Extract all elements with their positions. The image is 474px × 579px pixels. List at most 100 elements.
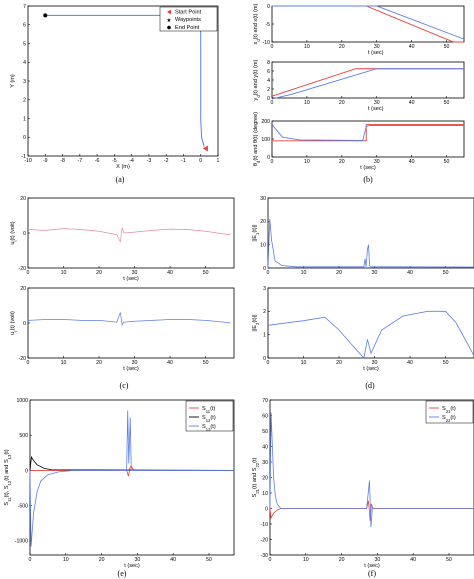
plot-frame: [27, 197, 235, 269]
x-tick-label: 10: [301, 360, 307, 366]
x-tick-label: -10: [24, 158, 32, 164]
y-tick-label: 1: [23, 116, 26, 122]
y-axis-label: ||E1(t)||: [252, 224, 260, 241]
x-tick-label: 50: [444, 159, 450, 165]
y-tick-label: 60: [262, 413, 268, 419]
y-tick-label: 5: [23, 41, 26, 47]
x-tick-label: 40: [409, 100, 415, 106]
x-tick-label: -6: [95, 158, 100, 164]
plot-e: 0 10 20 30 40 50 -1000 -500 0 500 1000 t (sec) S11(t…: [4, 398, 235, 569]
y-axis-label: ur(t) (volt): [10, 311, 18, 335]
y-tick-label: -30: [261, 553, 269, 559]
y-tick-label: -500: [18, 503, 28, 509]
x-tick-label: 30: [374, 557, 380, 563]
x-tick-label: 0: [267, 270, 270, 276]
legend-label: Start Point: [175, 10, 202, 16]
y-tick-label: -20: [19, 266, 27, 272]
plot-b3: 0 10 20 30 40 50 0 100 200 t (sec) θd(t) and θ(t) …: [253, 112, 465, 171]
y-tick-label: -5: [265, 22, 270, 28]
x-tick-label: 10: [301, 270, 307, 276]
legend-label: S21(t): [442, 406, 456, 414]
y-tick-label: 200: [261, 119, 270, 125]
x-tick-label: 50: [206, 557, 212, 563]
x-tick-label: 0: [271, 44, 274, 50]
plot-f: 0 10 20 30 40 50 -30 -20 -10 0 10 20 30 40 50 60 70 t (se…: [252, 398, 474, 569]
plot-frame: [267, 287, 474, 359]
y-tick-label: 10: [260, 242, 266, 248]
x-tick-label: 40: [167, 270, 173, 276]
y-tick-label: 0: [23, 231, 26, 237]
x-tick-label: 50: [444, 100, 450, 106]
y-axis-label: xd(t) and x(t) (m): [253, 3, 261, 44]
x-tick-label: 50: [203, 270, 209, 276]
trajectory-line: [45, 14, 205, 147]
y-tick-label: 500: [19, 433, 28, 439]
y-tick-label: 20: [260, 219, 266, 225]
x-tick-label: 30: [374, 100, 380, 106]
x-tick-label: 50: [443, 270, 449, 276]
y-tick-label: 6: [267, 69, 270, 75]
y-axis-label: ul(t) (volt): [10, 221, 18, 244]
x-tick-label: 10: [63, 557, 69, 563]
x-tick-label: 20: [339, 557, 345, 563]
x-tick-label: -4: [129, 158, 134, 164]
x-tick-label: 40: [407, 270, 413, 276]
x-tick-label: 40: [407, 360, 413, 366]
legend-waypoint-icon: ★: [166, 17, 171, 24]
y-tick-label: 100: [261, 137, 270, 143]
y-tick-label: 20: [20, 196, 26, 202]
x-tick-label: 30: [374, 159, 380, 165]
x-tick-label: 40: [170, 557, 176, 563]
x-tick-label: 30: [374, 44, 380, 50]
plot-b2: 0 10 20 30 40 50 0 2 4 6 8 yd(t) and y(t) (m) t (sec…: [253, 59, 465, 112]
x-tick-label: 30: [132, 270, 138, 276]
y-tick-label: 0: [267, 96, 270, 102]
y-tick-label: 1000: [16, 398, 28, 404]
y-tick-label: 8: [267, 60, 270, 66]
x-tick-label: -9: [43, 158, 48, 164]
plot-d1: 0 10 20 30 40 50 0 10 20 30 ||E1(t)||: [252, 196, 474, 276]
caption-a: (a): [116, 175, 125, 184]
plot-frame: [267, 197, 474, 269]
y-tick-label: 50: [262, 429, 268, 435]
x-tick-label: 40: [167, 360, 173, 366]
legend-label: Waypoints: [175, 17, 201, 23]
legend-end-icon: [167, 25, 171, 30]
x-tick-label: 0: [199, 158, 202, 164]
x-tick-label: 0: [271, 159, 274, 165]
x-axis-label: t (sec): [123, 276, 139, 282]
x-tick-label: -7: [78, 158, 83, 164]
y-tick-label: 1: [263, 332, 266, 338]
plot-d2: 0 10 20 30 40 50 0 1 2 3 t (sec) ||E2(t)||: [252, 286, 474, 372]
x-tick-label: 10: [304, 100, 310, 106]
legend-label: End Point: [175, 25, 200, 31]
series-s11: [30, 465, 234, 477]
x-tick-label: 40: [409, 159, 415, 165]
y-tick-label: 0: [267, 155, 270, 161]
y-tick-label: 0: [25, 468, 28, 474]
y-axis-label: yd(t) and y(t) (m): [253, 59, 261, 100]
x-tick-label: 20: [336, 270, 342, 276]
start-point-marker: [202, 145, 208, 152]
x-tick-label: 0: [29, 557, 32, 563]
x-tick-label: 0: [27, 360, 30, 366]
plot-b1: 0 10 20 30 40 50 -10 -5 0 xd(t) and x(t) (m) t (se…: [253, 3, 465, 56]
series-red: [272, 5, 464, 43]
x-axis-label: t (sec): [368, 106, 384, 112]
series-s12: [29, 455, 235, 471]
x-tick-label: 10: [61, 360, 67, 366]
y-axis-label: S21(t) and S22(t): [252, 457, 260, 497]
x-tick-label: 30: [134, 557, 140, 563]
caption-b: (b): [363, 175, 373, 184]
x-tick-label: 20: [99, 557, 105, 563]
x-tick-label: 0: [27, 270, 30, 276]
x-tick-label: 0: [271, 100, 274, 106]
y-tick-label: -10: [261, 522, 269, 528]
series-red: [272, 124, 464, 142]
y-tick-label: 0: [23, 135, 26, 141]
y-tick-label: 70: [262, 398, 268, 404]
legend-label: S12(t): [202, 415, 216, 423]
x-axis-label: t (sec): [123, 366, 139, 372]
